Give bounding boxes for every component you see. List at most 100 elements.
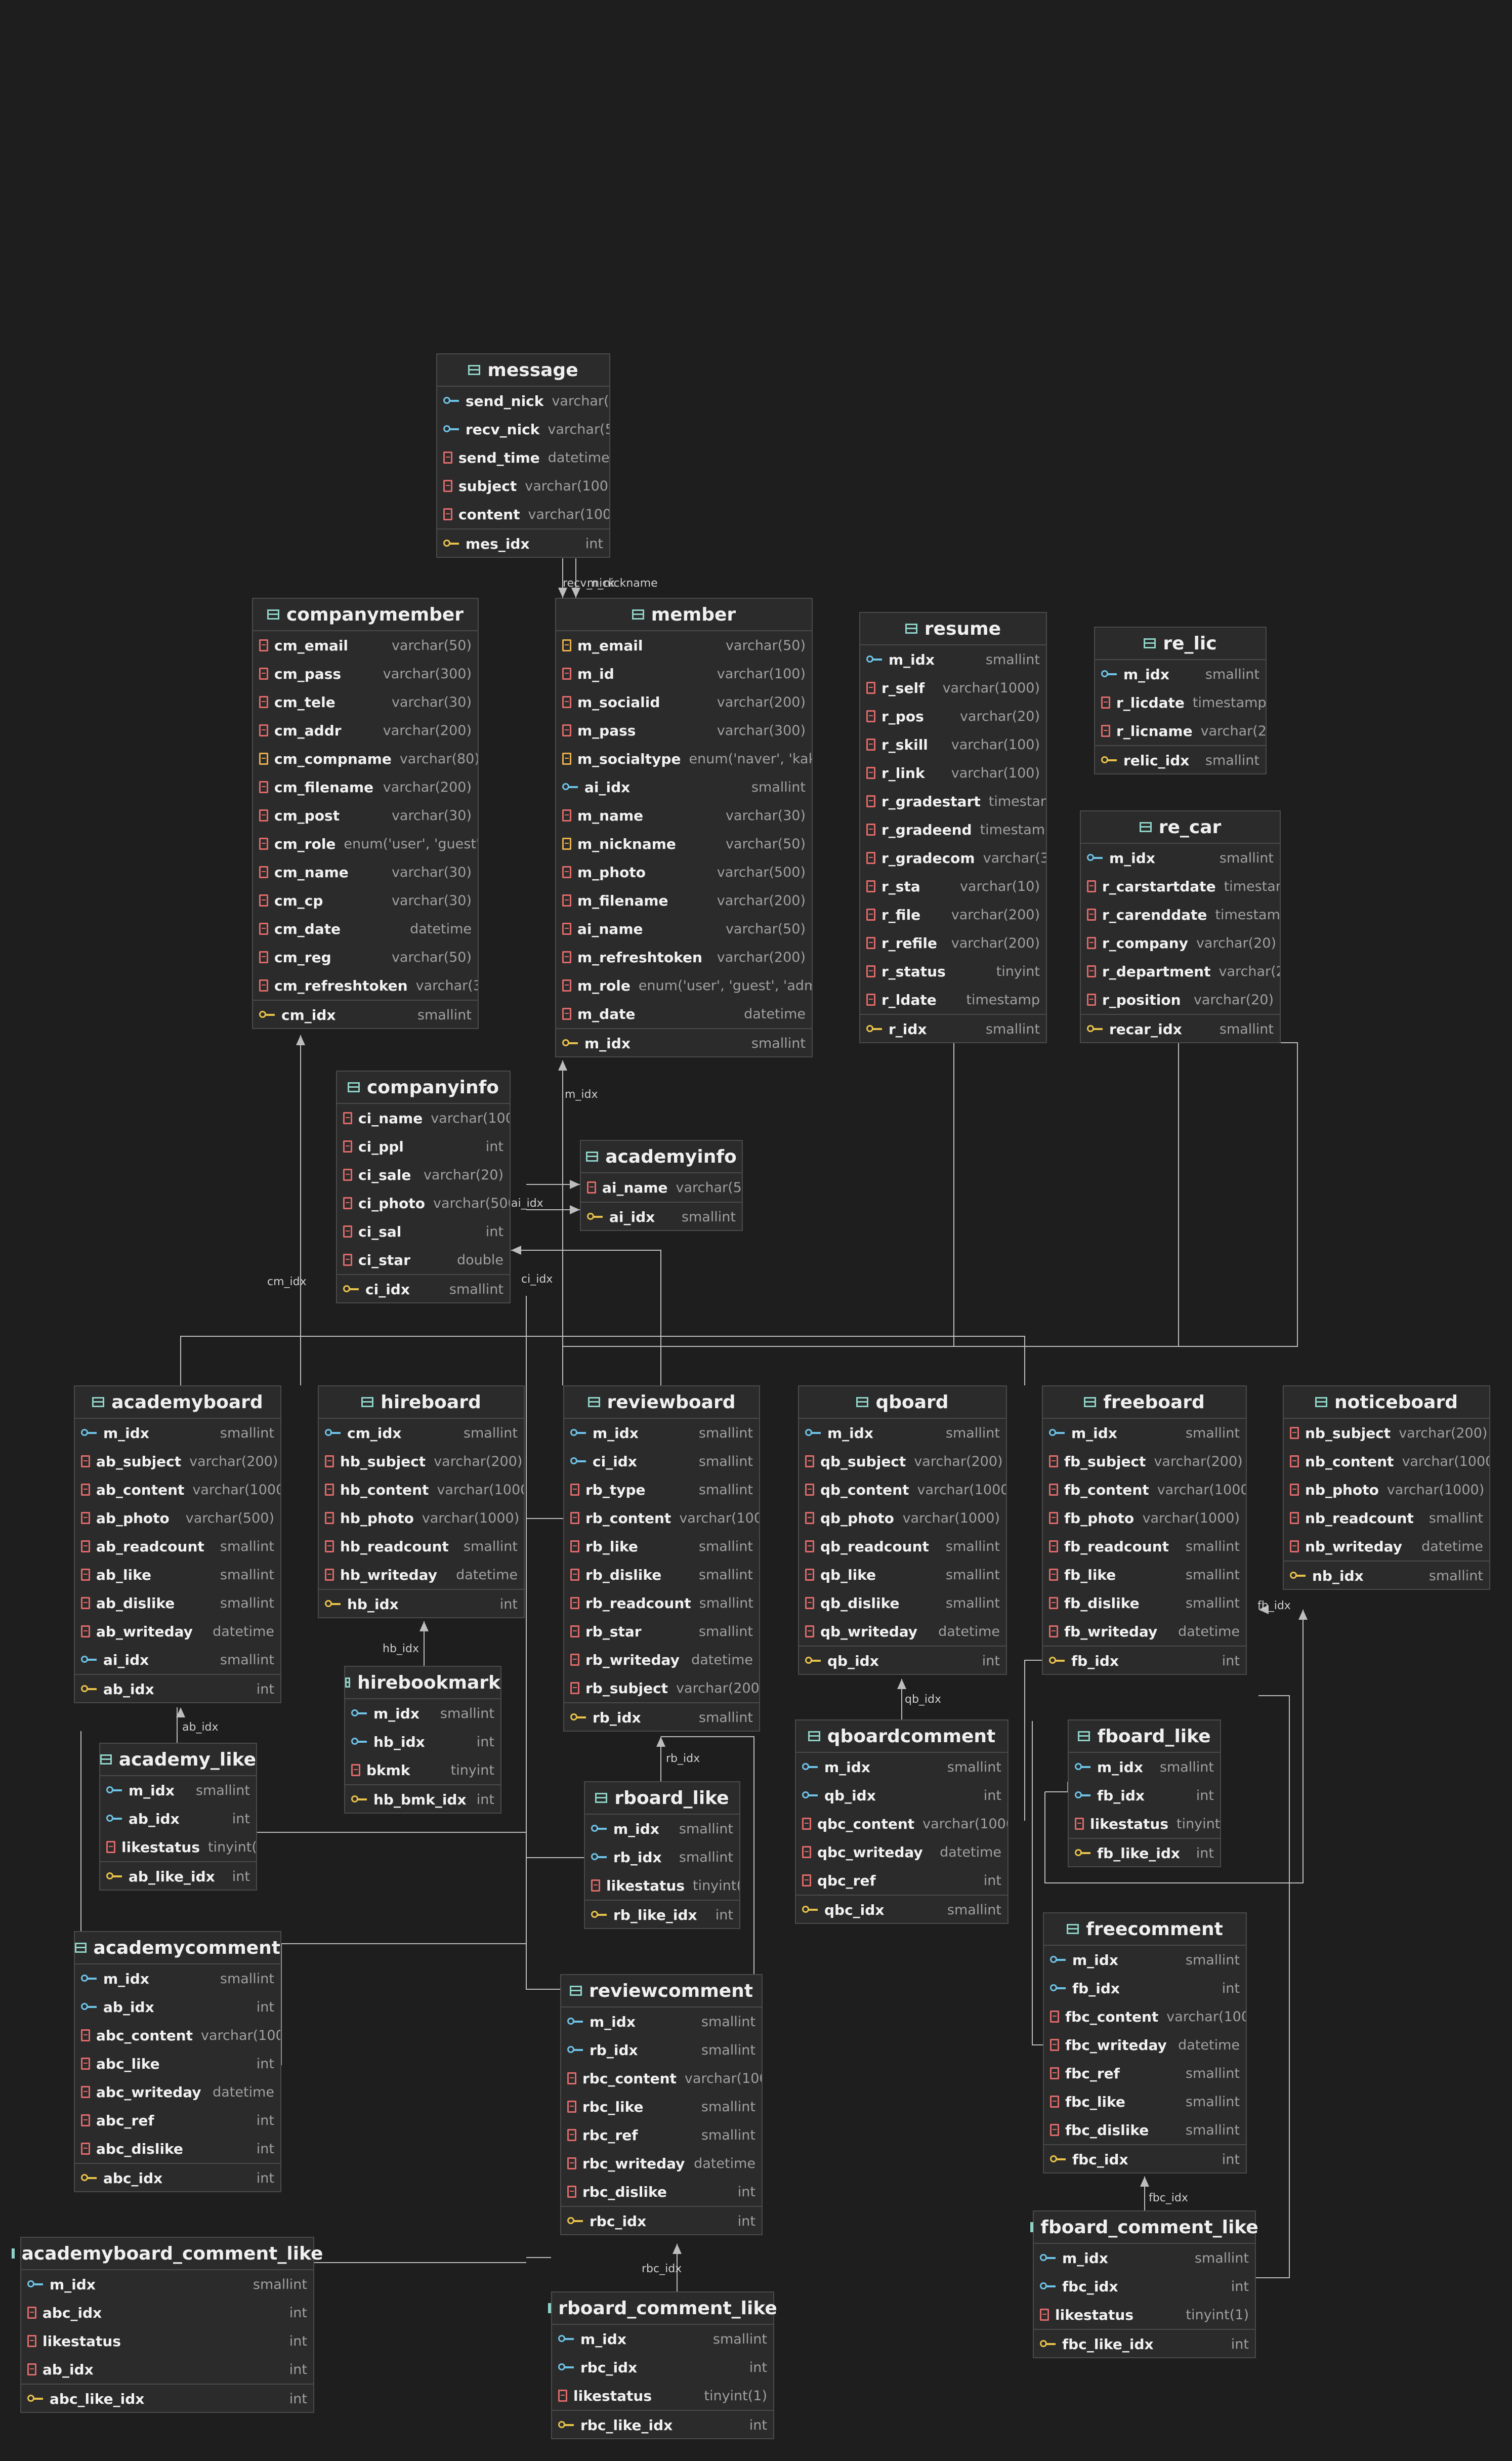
field-row[interactable]: m_idx smallint	[1034, 2244, 1255, 2272]
field-row[interactable]: abc_like int	[75, 2049, 280, 2078]
field-row[interactable]: nb_subject varchar(200)	[1284, 1419, 1489, 1447]
field-row[interactable]: likestatus tinyint(1)	[552, 2382, 773, 2410]
field-row[interactable]: likestatus tinyint(1)	[1034, 2301, 1255, 2329]
field-row[interactable]: nb_content varchar(10000)	[1284, 1447, 1489, 1475]
primary-key-row[interactable]: nb_idx smallint	[1284, 1561, 1489, 1590]
table-hirebookmark[interactable]: hirebookmark m_idx smallint hb_idx int bkmk ti…	[344, 1666, 501, 1814]
field-row[interactable]: ai_name varchar(50)	[581, 1173, 742, 1202]
field-row[interactable]: r_carenddate timestamp	[1081, 900, 1280, 929]
field-row[interactable]: r_company varchar(20)	[1081, 929, 1280, 957]
table-hireboard[interactable]: hireboard cm_idx smallint hb_subject varchar…	[318, 1385, 525, 1618]
primary-key-row[interactable]: m_idx smallint	[556, 1028, 812, 1057]
field-row[interactable]: ai_idx smallint	[75, 1646, 280, 1674]
field-row[interactable]: m_idx smallint	[1069, 1753, 1220, 1781]
field-row[interactable]: fbc_ref smallint	[1044, 2059, 1246, 2087]
field-row[interactable]: bkmk tinyint	[345, 1756, 500, 1784]
field-row[interactable]: ci_photo varchar(500)	[337, 1189, 510, 1217]
primary-key-row[interactable]: ab_idx int	[75, 1674, 280, 1703]
field-row[interactable]: m_idx smallint	[1044, 1946, 1246, 1974]
table-companyinfo[interactable]: companyinfoci_namevarchar(100)ci_pplintc…	[336, 1071, 511, 1303]
primary-key-row[interactable]: fb_idx int	[1043, 1646, 1246, 1675]
field-row[interactable]: m_idx smallint	[1043, 1419, 1246, 1447]
field-row[interactable]: r_skill varchar(100)	[860, 730, 1046, 759]
field-row[interactable]: qb_photo varchar(1000)	[799, 1504, 1006, 1532]
field-row[interactable]: hb_content varchar(10000)	[319, 1475, 524, 1504]
field-row[interactable]: rb_content varchar(1000)	[564, 1504, 759, 1532]
field-row[interactable]: rbc_dislike int	[561, 2178, 762, 2206]
field-row[interactable]: cm_role enum('user', 'guest')	[253, 830, 478, 858]
primary-key-row[interactable]: ab_like_idx int	[100, 1861, 256, 1891]
primary-key-row[interactable]: rbc_idx int	[561, 2206, 762, 2235]
field-row[interactable]: r_self varchar(1000)	[860, 674, 1046, 702]
field-row[interactable]: m_name varchar(30)	[556, 801, 812, 830]
field-row[interactable]: r_gradeend timestamp	[860, 815, 1046, 844]
field-row[interactable]: r_refile varchar(200)	[860, 929, 1046, 957]
field-row[interactable]: fb_subject varchar(200)	[1043, 1447, 1246, 1475]
field-row[interactable]: content varchar(1000)	[437, 500, 609, 528]
field-row[interactable]: qbc_writeday datetime	[796, 1838, 1007, 1866]
table-re_car[interactable]: re_car m_idx smallint r_carstartdate timesta…	[1080, 810, 1281, 1043]
primary-key-row[interactable]: rb_like_idx int	[585, 1900, 739, 1929]
field-row[interactable]: ab_writeday datetime	[75, 1617, 280, 1646]
field-row[interactable]: rb_subject varchar(200)	[564, 1674, 759, 1702]
table-freeboard[interactable]: freeboard m_idx smallint fb_subject varchar(…	[1042, 1385, 1247, 1675]
field-row[interactable]: ab_subject varchar(200)	[75, 1447, 280, 1475]
field-row[interactable]: fbc_like smallint	[1044, 2087, 1246, 2116]
primary-key-row[interactable]: abc_like_idx int	[21, 2384, 313, 2413]
field-row[interactable]: abc_idx int	[21, 2299, 313, 2327]
field-row[interactable]: m_idx smallint	[1081, 844, 1280, 872]
field-row[interactable]: cm_post varchar(30)	[253, 801, 478, 830]
field-row[interactable]: r_status tinyint	[860, 957, 1046, 986]
field-row[interactable]: m_idx smallint	[1095, 660, 1266, 688]
field-row[interactable]: fbc_writeday datetime	[1044, 2031, 1246, 2059]
table-freecomment[interactable]: freecomment m_idx smallint fb_idx int fbc_con…	[1043, 1912, 1247, 2173]
field-row[interactable]: r_position varchar(20)	[1081, 986, 1280, 1014]
field-row[interactable]: abc_ref int	[75, 2106, 280, 2135]
field-row[interactable]: likestatus tinyint(1)	[585, 1871, 739, 1900]
primary-key-row[interactable]: abc_idx int	[75, 2163, 280, 2192]
table-fboard_like[interactable]: fboard_like m_idx smallint fb_idx int likesta…	[1068, 1719, 1221, 1867]
field-row[interactable]: cm_idx smallint	[319, 1419, 524, 1447]
primary-key-row[interactable]: hb_idx int	[319, 1589, 524, 1618]
field-row[interactable]: cm_pass varchar(300)	[253, 660, 478, 688]
field-row[interactable]: m_idx smallint	[796, 1753, 1007, 1781]
primary-key-row[interactable]: ai_idx smallint	[581, 1202, 742, 1231]
field-row[interactable]: ci_sal int	[337, 1217, 510, 1246]
field-row[interactable]: qbc_content varchar(10000)	[796, 1810, 1007, 1838]
field-row[interactable]: rb_readcount smallint	[564, 1589, 759, 1617]
field-row[interactable]: abc_content varchar(1000)	[75, 2021, 280, 2049]
field-row[interactable]: m_idx smallint	[21, 2270, 313, 2299]
field-row[interactable]: hb_photo varchar(1000)	[319, 1504, 524, 1532]
field-row[interactable]: ab_like smallint	[75, 1561, 280, 1589]
table-qboardcomment[interactable]: qboardcomment m_idx smallint qb_idx int qbc_c…	[795, 1719, 1009, 1924]
field-row[interactable]: send_time datetime	[437, 443, 609, 472]
field-row[interactable]: m_nickname varchar(50)	[556, 830, 812, 858]
field-row[interactable]: r_carstartdate timestamp	[1081, 872, 1280, 900]
primary-key-row[interactable]: rb_idx smallint	[564, 1702, 759, 1732]
field-row[interactable]: qb_writeday datetime	[799, 1617, 1006, 1646]
primary-key-row[interactable]: rbc_like_idx int	[552, 2410, 773, 2439]
field-row[interactable]: m_socialtype enum('naver', 'kakao')	[556, 745, 812, 773]
field-row[interactable]: cm_refreshtoken varchar(300)	[253, 971, 478, 1000]
field-row[interactable]: cm_compname varchar(80)	[253, 745, 478, 773]
field-row[interactable]: ab_content varchar(10000)	[75, 1475, 280, 1504]
field-row[interactable]: ab_idx int	[75, 1993, 280, 2021]
field-row[interactable]: m_email varchar(50)	[556, 631, 812, 660]
primary-key-row[interactable]: r_idx smallint	[860, 1014, 1046, 1043]
field-row[interactable]: m_pass varchar(300)	[556, 716, 812, 745]
field-row[interactable]: r_licname varchar(20)	[1095, 717, 1266, 745]
field-row[interactable]: ab_idx int	[100, 1804, 256, 1833]
field-row[interactable]: cm_date datetime	[253, 915, 478, 943]
field-row[interactable]: qb_readcount smallint	[799, 1532, 1006, 1561]
field-row[interactable]: hb_writeday datetime	[319, 1561, 524, 1589]
field-row[interactable]: m_idx smallint	[100, 1776, 256, 1804]
field-row[interactable]: qbc_ref int	[796, 1866, 1007, 1895]
table-companymember[interactable]: companymember cm_email varchar(50) cm_pass v…	[252, 598, 479, 1029]
field-row[interactable]: r_licdate timestamp	[1095, 688, 1266, 717]
field-row[interactable]: rb_star smallint	[564, 1617, 759, 1646]
field-row[interactable]: ai_name varchar(50)	[556, 915, 812, 943]
field-row[interactable]: rb_dislike smallint	[564, 1561, 759, 1589]
table-academycomment[interactable]: academycomment m_idx smallint ab_idx int abc_…	[74, 1931, 281, 2192]
field-row[interactable]: m_id varchar(100)	[556, 660, 812, 688]
field-row[interactable]: m_idx smallint	[585, 1815, 739, 1843]
